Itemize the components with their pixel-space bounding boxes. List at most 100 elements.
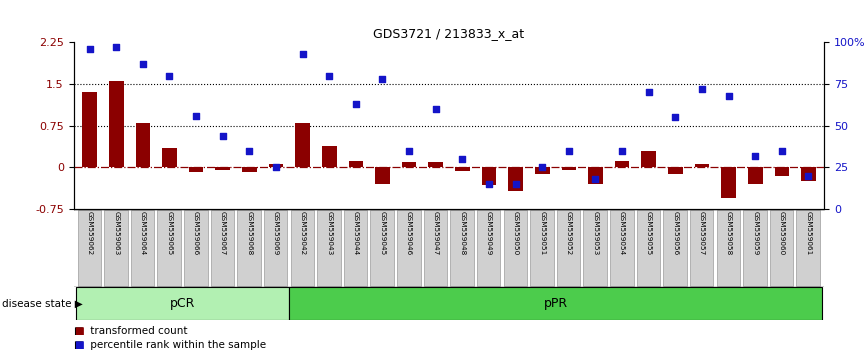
Text: GSM559060: GSM559060 bbox=[779, 211, 785, 256]
FancyBboxPatch shape bbox=[637, 210, 660, 286]
FancyBboxPatch shape bbox=[289, 287, 822, 320]
Bar bbox=[695, 165, 709, 167]
Bar bbox=[535, 167, 550, 174]
FancyBboxPatch shape bbox=[477, 210, 501, 286]
Text: GSM559055: GSM559055 bbox=[646, 211, 652, 256]
FancyBboxPatch shape bbox=[770, 210, 793, 286]
Point bbox=[189, 113, 203, 119]
Text: pCR: pCR bbox=[170, 297, 196, 310]
FancyBboxPatch shape bbox=[76, 287, 289, 320]
Text: GSM559058: GSM559058 bbox=[726, 211, 732, 256]
Text: GSM559056: GSM559056 bbox=[672, 211, 678, 256]
Bar bbox=[189, 167, 204, 172]
Text: GSM559051: GSM559051 bbox=[540, 211, 546, 256]
Point bbox=[109, 45, 123, 50]
Point bbox=[482, 181, 496, 187]
Point bbox=[669, 115, 682, 120]
Point bbox=[322, 73, 336, 79]
Point bbox=[402, 148, 416, 154]
FancyBboxPatch shape bbox=[344, 210, 367, 286]
Text: GSM559047: GSM559047 bbox=[433, 211, 439, 256]
Text: GSM559068: GSM559068 bbox=[246, 211, 252, 256]
FancyBboxPatch shape bbox=[78, 210, 101, 286]
Point bbox=[642, 90, 656, 95]
Text: GSM559049: GSM559049 bbox=[486, 211, 492, 256]
Point bbox=[508, 181, 522, 187]
Bar bbox=[774, 167, 789, 176]
Point bbox=[163, 73, 177, 79]
Point bbox=[615, 148, 629, 154]
FancyBboxPatch shape bbox=[184, 210, 208, 286]
Text: ■  transformed count: ■ transformed count bbox=[74, 326, 187, 336]
FancyBboxPatch shape bbox=[317, 210, 340, 286]
Text: GSM559057: GSM559057 bbox=[699, 211, 705, 256]
Point bbox=[269, 164, 283, 170]
FancyBboxPatch shape bbox=[371, 210, 394, 286]
Text: GSM559062: GSM559062 bbox=[87, 211, 93, 256]
Point bbox=[535, 164, 549, 170]
FancyBboxPatch shape bbox=[797, 210, 820, 286]
FancyBboxPatch shape bbox=[504, 210, 527, 286]
FancyBboxPatch shape bbox=[210, 210, 234, 286]
FancyBboxPatch shape bbox=[690, 210, 714, 286]
Text: GSM559052: GSM559052 bbox=[565, 211, 572, 256]
Text: GSM559045: GSM559045 bbox=[379, 211, 385, 256]
Title: GDS3721 / 213833_x_at: GDS3721 / 213833_x_at bbox=[373, 27, 525, 40]
Bar bbox=[481, 167, 496, 185]
Text: GSM559065: GSM559065 bbox=[166, 211, 172, 256]
Bar bbox=[162, 148, 177, 167]
Bar bbox=[668, 167, 682, 174]
FancyBboxPatch shape bbox=[237, 210, 261, 286]
Bar bbox=[295, 123, 310, 167]
Point bbox=[695, 86, 709, 92]
Text: GSM559048: GSM559048 bbox=[459, 211, 465, 256]
FancyBboxPatch shape bbox=[450, 210, 474, 286]
Text: GSM559042: GSM559042 bbox=[300, 211, 306, 256]
Text: GSM559050: GSM559050 bbox=[513, 211, 519, 256]
FancyBboxPatch shape bbox=[663, 210, 687, 286]
Text: GSM559069: GSM559069 bbox=[273, 211, 279, 256]
Point bbox=[456, 156, 469, 162]
Point bbox=[295, 51, 309, 57]
FancyBboxPatch shape bbox=[264, 210, 288, 286]
Point bbox=[376, 76, 390, 82]
Bar bbox=[748, 167, 763, 184]
FancyBboxPatch shape bbox=[397, 210, 421, 286]
Text: GSM559061: GSM559061 bbox=[805, 211, 811, 256]
Text: ■  percentile rank within the sample: ■ percentile rank within the sample bbox=[74, 340, 266, 350]
Point bbox=[562, 148, 576, 154]
Bar bbox=[375, 167, 390, 184]
Point bbox=[429, 106, 443, 112]
Text: pPR: pPR bbox=[544, 297, 567, 310]
Point bbox=[589, 176, 603, 182]
Point bbox=[721, 93, 735, 98]
Point bbox=[802, 173, 816, 178]
FancyBboxPatch shape bbox=[131, 210, 154, 286]
Text: GSM559063: GSM559063 bbox=[113, 211, 120, 256]
Text: GSM559053: GSM559053 bbox=[592, 211, 598, 256]
Point bbox=[82, 46, 96, 52]
Point bbox=[349, 101, 363, 107]
Bar bbox=[721, 167, 736, 198]
Bar bbox=[455, 167, 469, 171]
Bar bbox=[216, 167, 230, 170]
FancyBboxPatch shape bbox=[557, 210, 580, 286]
Text: GSM559059: GSM559059 bbox=[753, 211, 759, 256]
Point bbox=[242, 148, 256, 154]
Point bbox=[216, 133, 229, 138]
Bar bbox=[242, 167, 256, 172]
FancyBboxPatch shape bbox=[611, 210, 634, 286]
Bar bbox=[642, 151, 656, 167]
Text: GSM559054: GSM559054 bbox=[619, 211, 625, 256]
Text: ■: ■ bbox=[74, 340, 83, 350]
Bar bbox=[322, 146, 337, 167]
Text: GSM559044: GSM559044 bbox=[352, 211, 359, 256]
Bar bbox=[615, 161, 630, 167]
Text: GSM559043: GSM559043 bbox=[326, 211, 333, 256]
Bar bbox=[135, 123, 150, 167]
Bar bbox=[348, 161, 363, 167]
Text: disease state ▶: disease state ▶ bbox=[2, 298, 82, 309]
Bar bbox=[268, 165, 283, 167]
Text: ■: ■ bbox=[74, 326, 83, 336]
Text: GSM559066: GSM559066 bbox=[193, 211, 199, 256]
